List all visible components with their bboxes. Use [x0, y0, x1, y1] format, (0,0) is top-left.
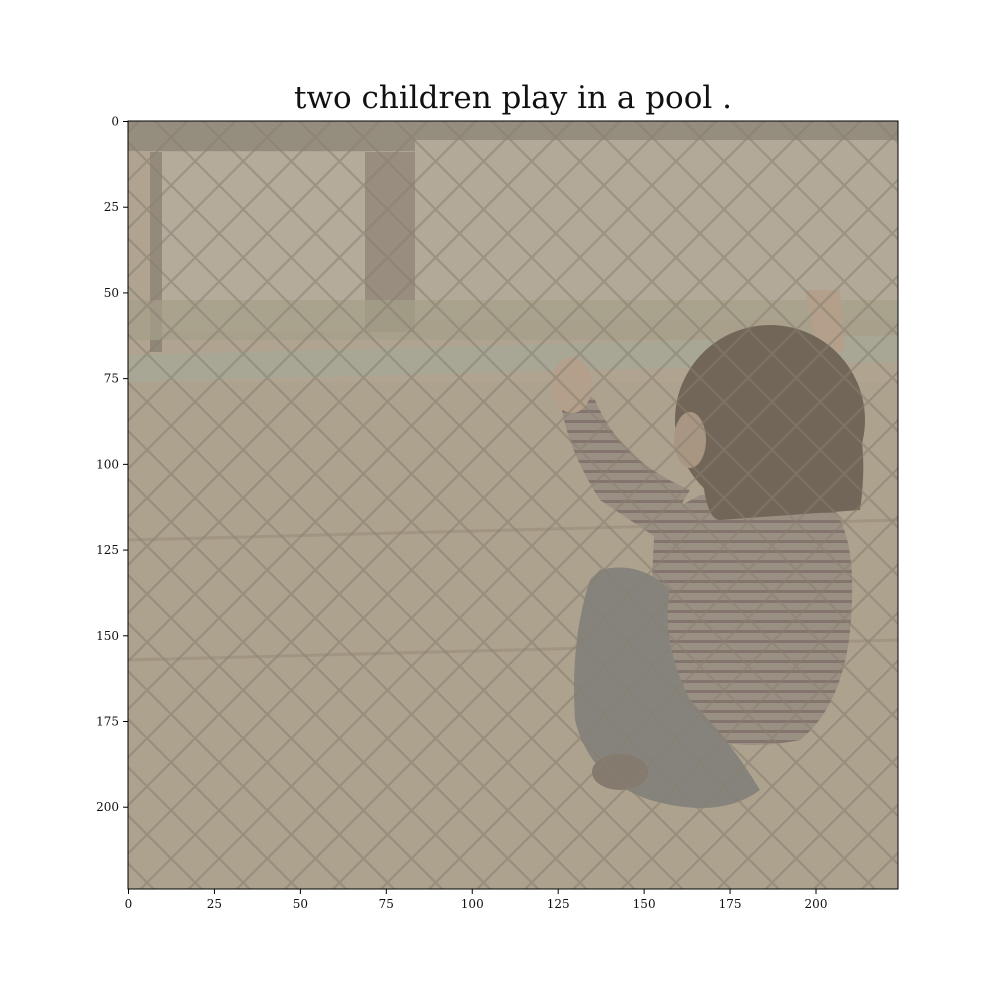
y-tick-label: 0 [111, 115, 119, 129]
x-tick-label: 0 [125, 897, 133, 911]
x-axis: 0 25 50 75 100 125 150 175 200 [125, 889, 828, 911]
faded-overlay [128, 121, 898, 889]
y-tick-label: 100 [96, 457, 119, 471]
axes-frame [127, 120, 899, 890]
y-tick-label: 75 [104, 372, 119, 386]
x-tick-label: 175 [719, 897, 742, 911]
x-tick-label: 125 [547, 897, 570, 911]
y-tick-label: 150 [96, 629, 119, 643]
x-tick-label: 100 [461, 897, 484, 911]
y-tick-label: 25 [104, 200, 119, 214]
x-tick-label: 50 [293, 897, 308, 911]
y-tick-label: 200 [96, 800, 119, 814]
figure-title: two children play in a pool . [294, 80, 732, 116]
x-tick-label: 200 [805, 897, 828, 911]
y-tick-label: 175 [96, 715, 119, 729]
y-tick-label: 50 [104, 286, 119, 300]
y-tick-label: 125 [96, 543, 119, 557]
x-tick-label: 75 [379, 897, 394, 911]
x-tick-label: 150 [633, 897, 656, 911]
y-axis: 0 25 50 75 100 125 150 175 200 [96, 115, 128, 814]
x-tick-label: 25 [207, 897, 222, 911]
